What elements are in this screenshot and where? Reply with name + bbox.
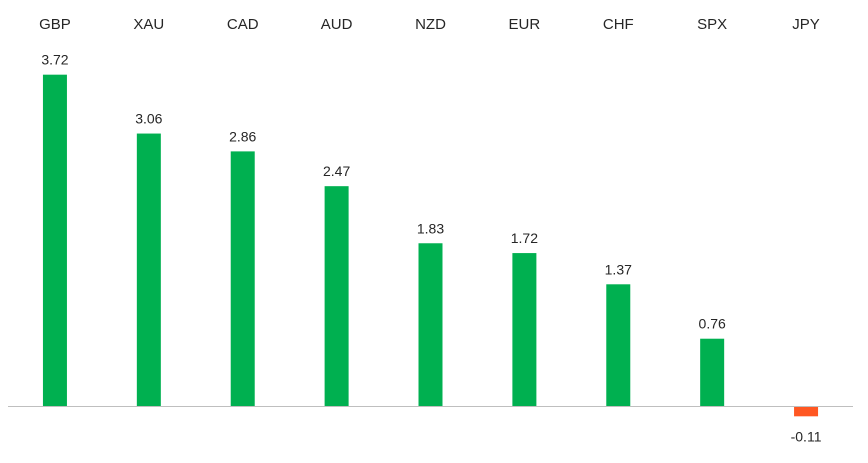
category-label-gbp: GBP <box>39 16 71 33</box>
data-labels: 3.72 3.06 2.86 2.47 1.83 1.72 1.37 0.76 -0.11 <box>41 52 821 445</box>
category-label-spx: SPX <box>697 16 727 33</box>
data-label-eur: 1.72 <box>511 230 538 246</box>
data-label-xau: 3.06 <box>135 111 162 127</box>
category-label-eur: EUR <box>509 16 541 33</box>
data-label-nzd: 1.83 <box>417 220 444 236</box>
bar-cad <box>230 151 255 407</box>
category-label-nzd: NZD <box>415 16 446 33</box>
bar-gbp <box>42 74 67 407</box>
category-label-cad: CAD <box>227 16 259 33</box>
category-label-chf: CHF <box>603 16 634 33</box>
category-label-aud: AUD <box>321 16 353 33</box>
bar-xau <box>136 133 161 407</box>
bars <box>42 74 819 417</box>
data-label-spx: 0.76 <box>699 316 726 332</box>
data-label-aud: 2.47 <box>323 163 350 179</box>
data-label-jpy: -0.11 <box>791 428 822 444</box>
bar-aud <box>324 186 349 407</box>
category-labels: GBP XAU CAD AUD NZD EUR CHF SPX JPY <box>39 16 820 33</box>
bar-chf <box>606 284 631 407</box>
data-label-chf: 1.37 <box>605 261 632 277</box>
bar-eur <box>512 253 537 407</box>
category-label-jpy: JPY <box>792 16 820 33</box>
category-label-xau: XAU <box>133 16 164 33</box>
data-label-gbp: 3.72 <box>41 52 68 68</box>
data-label-cad: 2.86 <box>229 128 256 144</box>
bar-jpy <box>794 406 819 417</box>
bar-nzd <box>418 243 443 407</box>
bar-spx <box>700 338 725 407</box>
